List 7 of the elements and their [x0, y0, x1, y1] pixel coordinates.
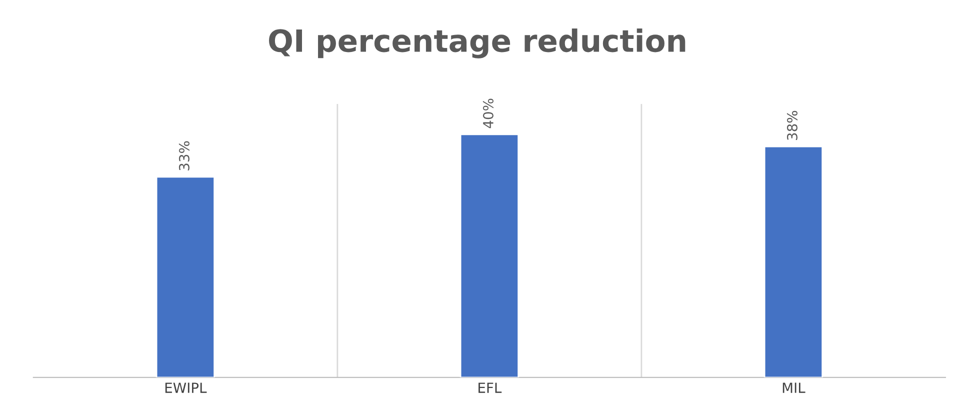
- data-label: 33%: [178, 141, 190, 170]
- x-tick-label: EFL: [478, 382, 502, 393]
- x-tick-label: MIL: [782, 382, 806, 393]
- x-tick-label: EWIPL: [165, 382, 207, 393]
- data-label: 40%: [482, 98, 494, 128]
- chart-title: QI percentage reduction: [269, 28, 686, 58]
- data-label: 38%: [786, 110, 798, 140]
